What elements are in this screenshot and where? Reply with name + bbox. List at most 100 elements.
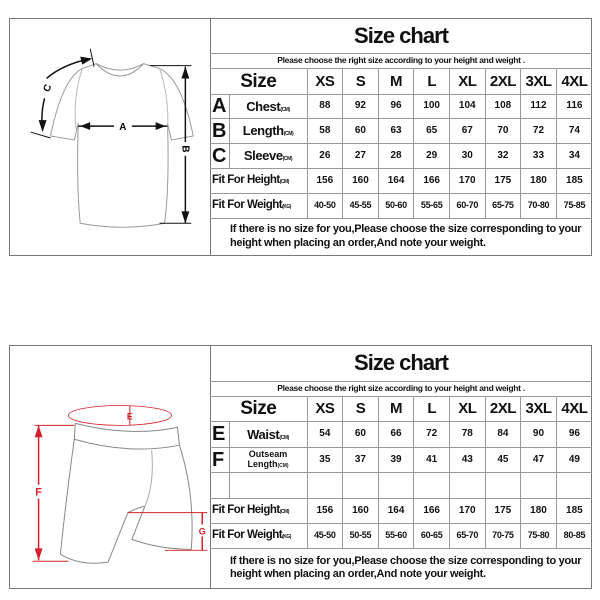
chart-subtitle: Please choose the right size according t…: [210, 380, 592, 397]
cell: 108: [484, 93, 522, 119]
row-label: Fit For Weight(KG): [210, 522, 308, 549]
cell: 65-75: [484, 192, 522, 219]
measure-f-label: F: [35, 487, 42, 499]
size-header-row: Size XS S M L XL 2XL 3XL 4XL: [210, 395, 592, 422]
row-letter: A: [210, 93, 230, 119]
table-row-outseam: F Outseam Length(CM) 35 37 39 41 43 45 47 49: [210, 446, 592, 473]
cell: 45-55: [342, 192, 379, 219]
cell: 88: [306, 93, 344, 119]
shorts-icon: E F G: [32, 405, 209, 564]
cell: 160: [342, 167, 379, 194]
shorts-size-panel: E F G Size chart Please choose the right…: [9, 345, 592, 589]
size-header-row: Size XS S M L XL 2XL 3XL 4XL: [210, 67, 592, 95]
size-s: S: [342, 67, 379, 95]
row-label: Length(CM): [228, 117, 308, 144]
chart-title: Size chart: [210, 19, 592, 54]
cell: 45-50: [306, 522, 344, 549]
shirt-size-table: Size chart Please choose the right size …: [210, 19, 592, 255]
cell: 54: [306, 420, 344, 448]
cell: 50-55: [342, 522, 379, 549]
cell: 32: [484, 142, 522, 169]
size-label: Size: [210, 395, 308, 422]
cell: 100: [413, 93, 450, 119]
size-note: If there is no size for you,Please choos…: [210, 547, 592, 588]
cell: 45: [484, 446, 522, 473]
size-4xl: 4XL: [555, 395, 592, 422]
row-letter: E: [210, 420, 230, 448]
cell: 41: [413, 446, 450, 473]
cell: 170: [448, 167, 486, 194]
table-row-height: Fit For Height(CM) 156 160 164 166 170 175 180…: [210, 167, 592, 194]
cell: 60-65: [413, 522, 450, 549]
cell: 185: [555, 167, 592, 194]
row-letter: F: [210, 446, 230, 473]
cell: 96: [377, 93, 415, 119]
cell: 34: [555, 142, 592, 169]
cell: 49: [555, 446, 592, 473]
tshirt-icon: A B C: [30, 48, 194, 228]
cell: 180: [520, 497, 557, 524]
size-3xl: 3XL: [520, 395, 557, 422]
cell: 55-65: [413, 192, 450, 219]
cell: 185: [555, 497, 592, 524]
shirt-diagram: A B C: [10, 19, 211, 255]
cell: 75-80: [520, 522, 557, 549]
cell: 156: [306, 497, 344, 524]
cell: 60: [342, 420, 379, 448]
table-row-waist: E Waist(CM) 54 60 66 72 78 84 90 96: [210, 420, 592, 448]
cell: 47: [520, 446, 557, 473]
cell: 70: [484, 117, 522, 144]
size-3xl: 3XL: [520, 67, 557, 95]
cell: 84: [484, 420, 522, 448]
row-letter: B: [210, 117, 230, 144]
shirt-size-panel: A B C Size chart Please choose the right…: [9, 18, 592, 256]
cell: 72: [520, 117, 557, 144]
cell: 175: [484, 497, 522, 524]
cell: 156: [306, 167, 344, 194]
cell: 58: [306, 117, 344, 144]
row-label: Fit For Height(CM): [210, 497, 308, 524]
cell: 164: [377, 167, 415, 194]
table-row-length: B Length(CM) 58 60 63 65 67 70 72 74: [210, 117, 592, 144]
size-xl: XL: [448, 395, 486, 422]
cell: 80-85: [555, 522, 592, 549]
cell: 39: [377, 446, 415, 473]
chart-title: Size chart: [210, 346, 592, 382]
row-label: Fit For Height(CM): [210, 167, 308, 194]
cell: 70-75: [484, 522, 522, 549]
size-2xl: 2XL: [484, 395, 522, 422]
measure-b-label: B: [179, 145, 190, 152]
cell: 60: [342, 117, 379, 144]
cell: 55-60: [377, 522, 415, 549]
size-4xl: 4XL: [555, 67, 592, 95]
shorts-diagram: E F G: [10, 346, 211, 588]
chart-subtitle: Please choose the right size according t…: [210, 52, 592, 69]
cell: 50-60: [377, 192, 415, 219]
size-l: L: [413, 67, 450, 95]
cell: 30: [448, 142, 486, 169]
table-row-empty: [210, 471, 592, 499]
cell: 75-85: [555, 192, 592, 219]
cell: 96: [555, 420, 592, 448]
size-m: M: [377, 67, 415, 95]
cell: 166: [413, 167, 450, 194]
cell: 40-50: [306, 192, 344, 219]
cell: 28: [377, 142, 415, 169]
measure-e-label: E: [127, 411, 133, 421]
cell: 78: [448, 420, 486, 448]
size-xl: XL: [448, 67, 486, 95]
measure-g-label: G: [199, 526, 206, 536]
cell: 35: [306, 446, 344, 473]
cell: 29: [413, 142, 450, 169]
cell: 74: [555, 117, 592, 144]
size-s: S: [342, 395, 379, 422]
cell: 90: [520, 420, 557, 448]
size-xs: XS: [306, 395, 344, 422]
row-label: Waist(CM): [228, 420, 308, 448]
cell: 66: [377, 420, 415, 448]
cell: 70-80: [520, 192, 557, 219]
cell: 27: [342, 142, 379, 169]
cell: 170: [448, 497, 486, 524]
row-label: Fit For Weight(KG): [210, 192, 308, 219]
row-letter: C: [210, 142, 230, 169]
